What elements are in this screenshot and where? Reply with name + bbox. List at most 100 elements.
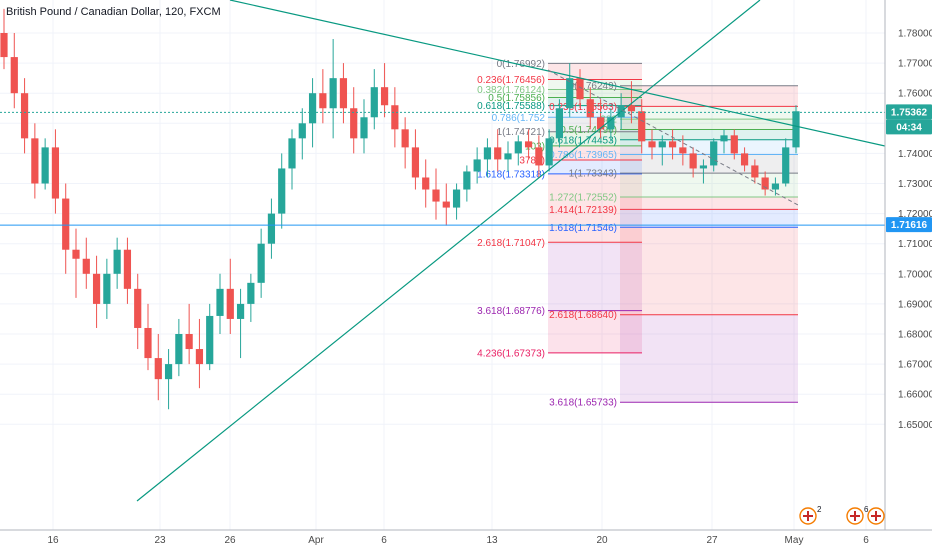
candle-body [288, 138, 296, 169]
fib-zone [620, 119, 798, 130]
candle-body [668, 141, 677, 148]
candle-body [555, 108, 564, 139]
horizontal-lines [0, 111, 885, 226]
fib-level-label: 0.786(1.73965) [549, 150, 617, 161]
candle-body [586, 99, 594, 118]
x-tick-label: 23 [154, 535, 166, 546]
candle-body [463, 171, 471, 190]
candle-body [10, 57, 18, 94]
fib-level-label: 0.236(1.75563) [549, 102, 617, 113]
candle-body [144, 327, 152, 359]
fib-level-label: 0.786(1.752 [492, 113, 546, 124]
fib-zone [548, 160, 642, 174]
price-badge-label: 1.71616 [891, 220, 928, 231]
fib-level-label: 0.618(1.74453) [549, 135, 617, 146]
candle-body [740, 153, 749, 166]
candle-body [494, 147, 502, 160]
candle-body [370, 87, 378, 118]
fib-level-label: 2.618(1.68640) [549, 310, 617, 321]
candle-body [350, 108, 358, 139]
price-badge [886, 119, 932, 135]
candle-body [308, 93, 317, 124]
candle-body [298, 123, 306, 139]
y-tick-label: 1.68000 [898, 330, 932, 341]
x-tick-label: 6 [381, 535, 387, 546]
candle-body [0, 33, 8, 58]
price-badge [886, 217, 932, 233]
candle-body [319, 93, 327, 109]
candle-body [216, 288, 224, 316]
fib-zone [620, 173, 798, 197]
candle-body [483, 147, 492, 160]
fib-zone [548, 242, 642, 311]
fib-level-label: 1.272(1.72552) [549, 192, 617, 203]
candle-body [648, 141, 656, 148]
y-tick-label: 1.69000 [898, 299, 932, 310]
candle-body [730, 135, 738, 154]
candle-body [504, 153, 512, 160]
event-count: 2 [817, 505, 822, 514]
y-tick-label: 1.66000 [898, 390, 932, 401]
candle-body [103, 273, 111, 304]
fib-zone [548, 131, 642, 146]
fib-level-label: 1.618(1.71546) [549, 223, 617, 234]
fib-trend-dashed [547, 69, 799, 206]
candle-body [360, 117, 368, 139]
candle-body [679, 147, 687, 154]
fib-level-label: 3.618(1.65733) [549, 398, 617, 409]
y-tick-label: 1.67000 [898, 360, 932, 371]
candle-body [195, 349, 204, 365]
candle-body [710, 141, 718, 166]
fib-level-label: 4.236(1.67373) [477, 348, 545, 359]
candle-body [782, 147, 790, 184]
x-tick-label: 16 [47, 535, 59, 546]
candle-body [607, 117, 615, 130]
candle-body [751, 165, 759, 178]
fib-zone [548, 173, 642, 243]
y-tick-label: 1.70000 [898, 269, 932, 280]
fib-zone [620, 227, 798, 315]
candle-body [236, 303, 245, 319]
price-badge-label: 04:34 [896, 122, 922, 133]
fib-level-label: 0.236(1.76456) [477, 75, 545, 86]
candle-body [473, 159, 481, 172]
y-tick-label: 1.76000 [898, 89, 932, 100]
candle-body [524, 141, 533, 148]
candle-body [535, 147, 543, 166]
fib-zone [620, 314, 798, 403]
candle-body [761, 177, 769, 190]
chart-title: British Pound / Canadian Dollar, 120, FX… [6, 6, 221, 18]
fib-level-label: 103) [525, 141, 545, 152]
candle-body [82, 258, 90, 274]
fib-level-label: 2.618(1.71047) [477, 238, 545, 249]
y-tick-label: 1.77000 [898, 59, 932, 70]
fib-level-label: 0(1.76249) [569, 81, 617, 92]
fib-level-label: 0.5(1.74796) [560, 125, 617, 136]
candle-body [92, 273, 101, 304]
fib-zone [548, 97, 642, 106]
y-tick-label: 1.71000 [898, 239, 932, 250]
candle-body [391, 105, 399, 130]
price-badge-label: 1.75362 [891, 107, 928, 118]
x-tick-label: 27 [706, 535, 718, 546]
x-tick-label: 13 [486, 535, 498, 546]
candle-body [175, 334, 183, 365]
price-axis-bg [885, 0, 932, 550]
fib-level-label: 1(1.73343) [569, 169, 617, 180]
fib-zone [548, 63, 642, 80]
candle-body [51, 147, 60, 199]
candle-body [226, 288, 234, 319]
fib-zone [548, 117, 642, 132]
fib-zone [548, 79, 642, 90]
candle-body [20, 93, 29, 139]
candle-body [514, 141, 522, 154]
y-tick-label: 1.74000 [898, 149, 932, 160]
price-badge [886, 104, 932, 120]
x-tick-label: 26 [224, 535, 236, 546]
candle-body [545, 138, 553, 166]
candle-body [154, 358, 162, 380]
fib-level-label: 3781) [519, 156, 545, 167]
